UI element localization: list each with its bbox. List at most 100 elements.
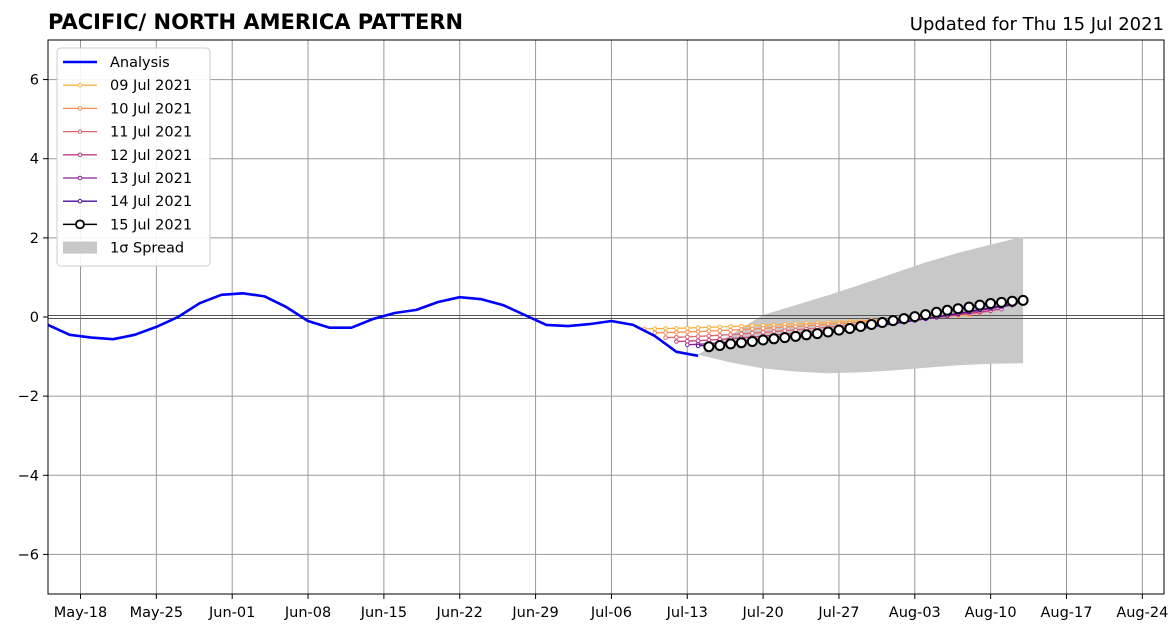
legend-marker (75, 219, 85, 230)
forecast-point (739, 327, 744, 332)
current-forecast-point (985, 298, 997, 309)
current-forecast-point (876, 317, 888, 328)
chart-title: PACIFIC/ NORTH AMERICA PATTERN (48, 10, 463, 34)
legend-label: 13 Jul 2021 (110, 171, 192, 187)
forecast-point (663, 335, 668, 340)
x-tick-label: Jun-01 (208, 605, 255, 621)
zero-line (48, 315, 1164, 319)
current-forecast-point (746, 336, 758, 347)
y-tick-label: −4 (18, 468, 39, 484)
forecast-point (674, 326, 679, 331)
current-forecast-point (703, 341, 715, 353)
legend-label: 14 Jul 2021 (110, 194, 192, 210)
current-forecast-point (757, 334, 769, 346)
legend-label: 15 Jul 2021 (110, 217, 192, 233)
current-forecast-point (1006, 295, 1018, 307)
analysis-line (47, 291, 699, 358)
legend-label: 11 Jul 2021 (110, 125, 192, 141)
current-forecast-point (887, 315, 899, 327)
forecast-point (760, 326, 766, 331)
forecast-point (695, 329, 701, 334)
legend-marker (77, 129, 83, 134)
x-tick-label: Jul-06 (590, 605, 632, 621)
forecast-point (685, 329, 690, 335)
current-forecast-point (963, 301, 975, 313)
legend-marker (77, 106, 83, 111)
forecast-point (663, 330, 668, 335)
x-tick-label: Jun-29 (511, 605, 558, 621)
forecast-point (695, 334, 701, 339)
current-forecast-point (952, 303, 964, 315)
current-forecast-point (898, 313, 910, 325)
x-tick-label: Jun-15 (360, 605, 407, 621)
forecast-point (760, 330, 766, 335)
legend-entry: 1σ Spread (63, 241, 184, 257)
x-tick-label: Jun-08 (284, 605, 331, 621)
legend-entry: 10 Jul 2021 (63, 101, 192, 117)
current-forecast-point (1017, 294, 1029, 306)
x-tick-label: Jul-13 (666, 605, 708, 621)
legend-entry: 14 Jul 2021 (63, 194, 192, 210)
legend-marker (77, 175, 83, 181)
y-tick-label: 6 (30, 73, 39, 89)
legend-label: 10 Jul 2021 (110, 101, 192, 117)
y-tick-label: −6 (18, 547, 39, 563)
current-forecast-point (725, 338, 737, 350)
x-tick-label: Jul-27 (817, 605, 859, 621)
forecast-point (706, 333, 712, 339)
legend-entry: Analysis (63, 55, 170, 71)
current-forecast-point (974, 299, 986, 311)
y-tick-label: −2 (18, 389, 39, 405)
x-tick-label: Aug-03 (889, 605, 941, 621)
forecast-point (674, 335, 679, 340)
forecast-point (750, 326, 755, 332)
current-forecast-point (779, 332, 791, 344)
legend-label: 12 Jul 2021 (110, 148, 192, 164)
forecast-point (706, 325, 712, 330)
current-forecast-series (703, 294, 1029, 353)
y-tick-label: 4 (30, 152, 39, 168)
x-tick-label: Aug-17 (1040, 605, 1092, 621)
legend-entry: 15 Jul 2021 (63, 217, 192, 233)
forecast-point (717, 328, 723, 333)
legend-marker (77, 82, 83, 88)
current-forecast-point (800, 329, 812, 341)
x-tick-label: May-25 (130, 605, 183, 621)
forecast-point (771, 325, 777, 331)
current-forecast-point (768, 333, 780, 345)
legend-marker (77, 152, 83, 158)
forecast-point (695, 325, 701, 330)
forecast-point (717, 332, 723, 338)
y-tick-label: 0 (30, 310, 39, 326)
y-tick-label: 2 (30, 231, 39, 247)
legend-entry: 13 Jul 2021 (63, 171, 192, 187)
x-tick-label: Jun-22 (436, 605, 483, 621)
legend-swatch (63, 241, 97, 254)
forecast-point (663, 326, 668, 331)
legend-entry: 11 Jul 2021 (63, 125, 192, 141)
current-forecast-point (941, 304, 953, 316)
updated-date: Updated for Thu 15 Jul 2021 (910, 14, 1164, 35)
current-forecast-point (811, 328, 823, 340)
current-forecast-point (996, 296, 1007, 308)
legend-box (56, 47, 211, 267)
current-forecast-point (790, 330, 802, 342)
forecast-point (695, 343, 701, 349)
forecast-point (750, 330, 755, 336)
series-layer (47, 291, 1029, 358)
forecast-point (728, 332, 733, 337)
legend-entry: 12 Jul 2021 (63, 148, 192, 164)
legend-label: 1σ Spread (110, 241, 184, 257)
current-forecast-point (833, 324, 845, 336)
forecast-point (782, 324, 788, 330)
current-forecast-point (714, 340, 726, 351)
forecast-point (728, 324, 733, 329)
legend-entry: 09 Jul 2021 (63, 78, 192, 94)
current-forecast-point (920, 309, 932, 321)
current-forecast-point (866, 319, 877, 330)
forecast-point (685, 334, 690, 340)
current-forecast-point (909, 311, 921, 323)
forecast-point (706, 328, 712, 334)
x-tick-label: Jul-20 (742, 605, 784, 621)
